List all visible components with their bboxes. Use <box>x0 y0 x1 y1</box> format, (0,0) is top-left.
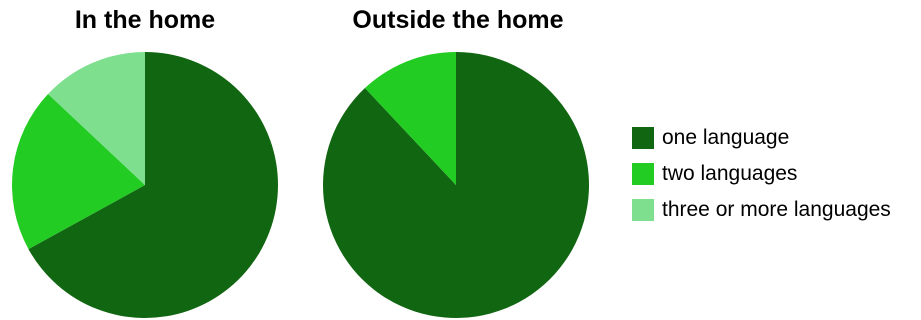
legend: one language two languages three or more… <box>632 120 891 228</box>
pie-slice-in-the-home-one-language <box>28 52 278 318</box>
legend-swatch-two-languages <box>632 163 654 185</box>
legend-item-three-or-more-languages: three or more languages <box>632 192 891 228</box>
legend-swatch-three-or-more-languages <box>632 199 654 221</box>
pie-chart-in-the-home <box>12 52 278 318</box>
pie-title-outside-the-home: Outside the home <box>352 6 564 34</box>
pie-slice-outside-the-home-one-language <box>323 52 589 318</box>
legend-label-two-languages: two languages <box>662 162 798 185</box>
pie-slice-in-the-home-two-languages <box>12 93 145 250</box>
legend-item-one-language: one language <box>632 120 891 156</box>
legend-item-two-languages: two languages <box>632 156 891 192</box>
legend-label-three-or-more-languages: three or more languages <box>662 198 891 221</box>
pie-slice-outside-the-home-two-languages <box>364 51 456 185</box>
pie-title-in-the-home: In the home <box>74 6 216 34</box>
pie-slice-in-the-home-three-or-more-languages <box>48 52 145 185</box>
legend-label-one-language: one language <box>662 126 790 149</box>
pie-chart-outside-the-home <box>323 51 589 318</box>
legend-swatch-one-language <box>632 127 654 149</box>
